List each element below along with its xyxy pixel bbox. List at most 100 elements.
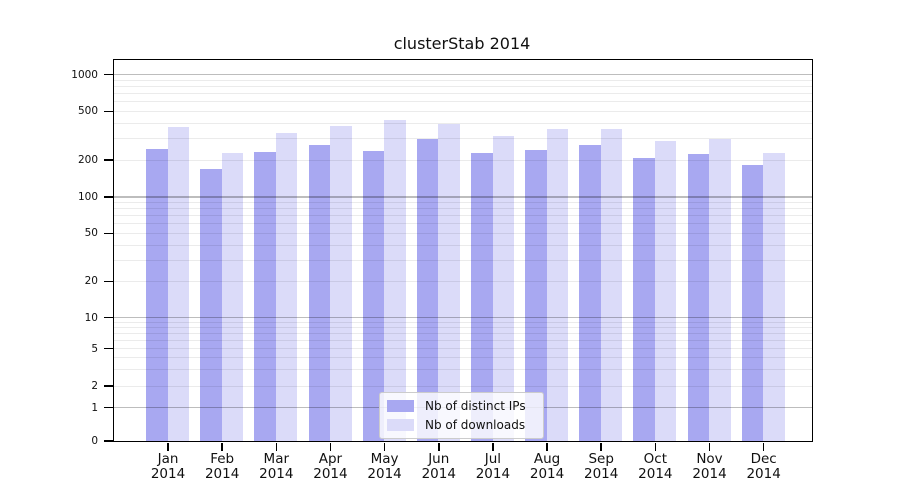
legend-item-distinct-ips: Nb of distinct IPs	[387, 398, 535, 414]
y-tick-label: 100	[77, 191, 98, 203]
x-tick-label: Nov 2014	[692, 451, 727, 482]
y-tick-mark	[103, 385, 113, 387]
gridline-minor	[114, 280, 812, 282]
y-tick-mark	[103, 196, 113, 198]
y-tick-label: 5	[91, 342, 98, 355]
y-tick-mark	[103, 316, 113, 319]
x-tick-label: Jun 2014	[421, 451, 456, 482]
gridline-minor	[114, 101, 812, 103]
gridline-minor	[114, 92, 812, 94]
x-tick-mark	[438, 442, 440, 451]
y-axis: 0 1 2 5 10 20 50 100 200 500 1000	[71, 60, 812, 447]
bar-jul-series0	[471, 152, 493, 441]
bar-feb-series0	[200, 168, 222, 441]
gridline-minor	[114, 259, 812, 261]
x-tick-label: Jan 2014	[150, 451, 186, 482]
y-tick-label: 500	[77, 105, 98, 118]
gridline-minor	[114, 357, 812, 359]
y-tick-mark	[103, 159, 113, 161]
gridline-minor	[114, 327, 812, 329]
bar-nov-series1	[709, 139, 731, 441]
bar-oct-series1	[654, 141, 677, 441]
y-tick-label: 20	[84, 275, 98, 288]
bars-layer	[114, 60, 812, 441]
gridline-major	[114, 73, 812, 76]
x-tick-label: Dec 2014	[746, 451, 781, 482]
bar-jul-series1	[492, 135, 514, 441]
bar-mar-series0	[254, 152, 276, 441]
chart-title: clusterStab 2014	[393, 34, 531, 53]
gridline-minor	[114, 244, 812, 246]
y-tick-mark	[103, 110, 113, 113]
bar-jun-series1	[438, 123, 460, 441]
x-tick-mark	[329, 442, 332, 451]
bar-apr-series1	[330, 125, 352, 441]
gridline-minor	[114, 159, 812, 161]
gridline-minor	[114, 348, 812, 350]
y-tick-mark	[103, 406, 113, 409]
x-tick-mark	[492, 442, 494, 451]
bar-oct-series0	[633, 158, 655, 441]
x-tick-label: Apr 2014	[313, 451, 348, 482]
y-tick-label: 1	[91, 401, 98, 414]
legend-swatch-distinct-ips	[387, 400, 414, 412]
bar-may-series1	[384, 119, 406, 441]
bar-may-series0	[362, 151, 385, 441]
x-tick-mark	[762, 442, 765, 451]
x-tick-mark	[167, 442, 169, 451]
bar-mar-series1	[275, 132, 298, 441]
gridline-minor	[114, 208, 812, 210]
y-tick-label: 200	[77, 154, 98, 167]
gridline-minor	[114, 368, 812, 370]
bar-jun-series0	[416, 139, 439, 441]
gridline-minor	[114, 85, 812, 87]
y-tick-mark	[103, 73, 113, 76]
x-tick-label: May 2014	[367, 451, 402, 482]
gridline-minor	[114, 79, 812, 81]
x-tick-label: Feb 2014	[204, 451, 240, 482]
legend-label-downloads: Nb of downloads	[425, 418, 526, 432]
gridline-minor	[114, 340, 812, 342]
bar-dec-series1	[763, 152, 785, 441]
gridline-minor	[114, 385, 812, 387]
bar-dec-series0	[741, 164, 764, 441]
y-tick-label: 50	[84, 227, 98, 240]
y-tick-label: 1000	[71, 68, 98, 81]
bar-jan-series0	[146, 148, 168, 441]
x-axis: Jan 2014 Feb 2014 Mar 2014 Apr 2014 May 2014…	[114, 60, 812, 482]
y-tick-mark	[103, 232, 113, 235]
gridline-major	[114, 316, 812, 319]
x-tick-mark	[654, 442, 657, 451]
x-tick-mark	[546, 442, 548, 451]
gridline-minor	[114, 215, 812, 217]
y-tick-label: 2	[91, 380, 98, 392]
bar-feb-series1	[221, 152, 244, 441]
legend: Nb of distinct IPs Nb of downloads	[379, 392, 544, 439]
x-tick-mark	[708, 442, 711, 451]
x-tick-label: Mar 2014	[259, 451, 294, 482]
y-tick-mark	[103, 440, 113, 442]
bar-aug-series0	[525, 150, 547, 441]
y-tick-label: 10	[84, 311, 98, 324]
x-tick-mark	[383, 442, 386, 451]
x-tick-label: Sep 2014	[584, 451, 619, 482]
gridline-minor	[114, 122, 812, 124]
y-tick-mark	[103, 347, 113, 350]
gridline-minor	[114, 223, 812, 225]
x-tick-label: Aug 2014	[529, 451, 565, 482]
bar-sep-series0	[579, 144, 601, 441]
y-tick-label: 0	[91, 435, 98, 447]
x-tick-label: Oct 2014	[638, 451, 673, 482]
bar-apr-series0	[308, 145, 331, 441]
x-tick-mark	[600, 442, 602, 451]
legend-swatch-downloads	[387, 419, 414, 431]
plot-area: 0 1 2 5 10 20 50 100 200 500 1000 Jan 2014 Feb 2014…	[71, 59, 813, 482]
legend-label-distinct-ips: Nb of distinct IPs	[425, 399, 526, 413]
bar-nov-series0	[687, 153, 710, 441]
x-tick-label: Jul 2014	[475, 451, 511, 482]
x-tick-mark	[221, 442, 223, 451]
y-tick-mark	[103, 280, 113, 283]
gridline-major	[114, 196, 812, 198]
gridline-minor	[114, 110, 812, 112]
gridline-minor	[114, 232, 812, 234]
